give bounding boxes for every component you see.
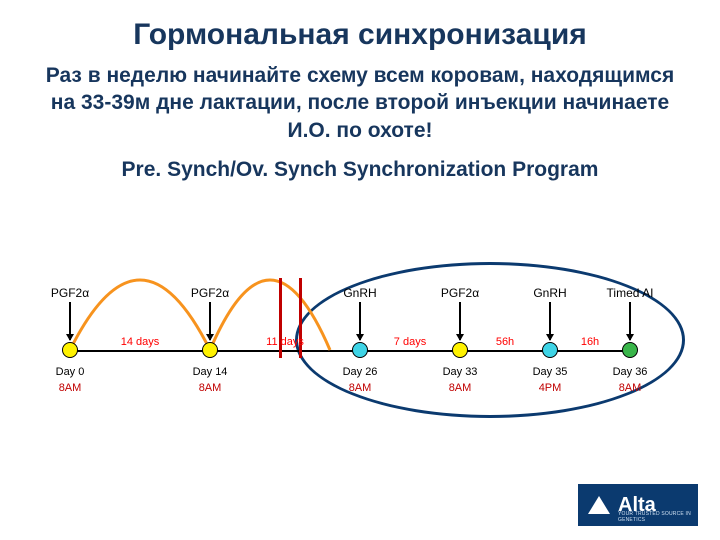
- timeline-node: [352, 342, 368, 358]
- timeline-node: [452, 342, 468, 358]
- logo-tagline: YOUR TRUSTED SOURCE IN GENETICS: [618, 511, 698, 523]
- program-title: Pre. Synch/Ov. Synch Synchronization Pro…: [0, 144, 720, 182]
- slide-subtitle: Раз в неделю начинайте схему всем корова…: [0, 52, 720, 144]
- day-label: Day 33: [443, 366, 478, 378]
- time-label: 8AM: [619, 382, 642, 394]
- day-label: Day 36: [613, 366, 648, 378]
- timeline-node: [62, 342, 78, 358]
- interval-label: 16h: [581, 336, 599, 348]
- time-label: 8AM: [449, 382, 472, 394]
- injection-arrow: [629, 302, 631, 340]
- timeline-node: [542, 342, 558, 358]
- slide: Гормональная синхронизация Раз в неделю …: [0, 0, 720, 540]
- injection-label: PGF2α: [191, 286, 229, 300]
- logo-triangle-icon: [588, 496, 610, 514]
- timeline-node: [202, 342, 218, 358]
- injection-label: GnRH: [533, 286, 566, 300]
- injection-arrow: [549, 302, 551, 340]
- injection-arrow: [69, 302, 71, 340]
- injection-label: PGF2α: [441, 286, 479, 300]
- injection-label: GnRH: [343, 286, 376, 300]
- injection-arrow: [209, 302, 211, 340]
- day-label: Day 26: [343, 366, 378, 378]
- injection-label: Timed AI: [607, 286, 654, 300]
- time-label: 8AM: [59, 382, 82, 394]
- injection-arrow: [459, 302, 461, 340]
- day-label: Day 14: [193, 366, 228, 378]
- time-label: 4PM: [539, 382, 562, 394]
- injection-label: PGF2α: [51, 286, 89, 300]
- timeline-node: [622, 342, 638, 358]
- slide-title: Гормональная синхронизация: [0, 0, 720, 52]
- time-label: 8AM: [199, 382, 222, 394]
- interval-label: 7 days: [394, 336, 426, 348]
- day-label: Day 35: [533, 366, 568, 378]
- interval-label: 14 days: [121, 336, 160, 348]
- interval-label: 11 days: [266, 336, 304, 348]
- injection-arrow: [359, 302, 361, 340]
- alta-logo: Alta YOUR TRUSTED SOURCE IN GENETICS: [578, 484, 698, 526]
- time-label: 8AM: [349, 382, 372, 394]
- timeline-diagram: PGF2α Day 0 8AM PGF2α Day 14 8AM GnRH Day 26 8AM…: [30, 270, 690, 430]
- interval-label: 56h: [496, 336, 514, 348]
- day-label: Day 0: [56, 366, 85, 378]
